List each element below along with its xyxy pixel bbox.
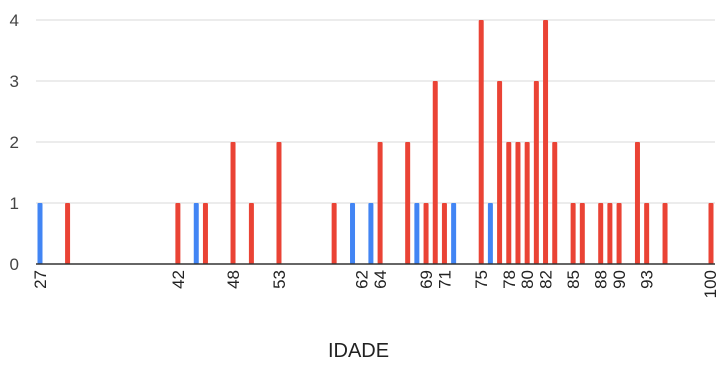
bar xyxy=(248,203,254,264)
bar xyxy=(487,203,493,264)
x-tick-label: 42 xyxy=(169,270,188,289)
x-tick-label: 88 xyxy=(592,270,611,289)
bar xyxy=(662,203,668,264)
bar xyxy=(579,203,585,264)
x-tick-label: 85 xyxy=(564,270,583,289)
bar xyxy=(432,81,438,264)
x-tick-label: 78 xyxy=(500,270,519,289)
x-tick-label: 27 xyxy=(31,270,50,289)
bar xyxy=(202,203,208,264)
y-tick-label: 1 xyxy=(10,194,19,213)
bar xyxy=(644,203,650,264)
y-tick-label: 4 xyxy=(10,11,19,30)
bar xyxy=(368,203,374,264)
bar xyxy=(405,142,411,264)
bar xyxy=(230,142,236,264)
bar xyxy=(423,203,429,264)
bar xyxy=(193,203,199,264)
y-tick-label: 2 xyxy=(10,133,19,152)
bar xyxy=(441,203,447,264)
bar xyxy=(497,81,503,264)
x-tick-label: 100 xyxy=(701,270,717,298)
bar xyxy=(524,142,530,264)
y-tick-label: 3 xyxy=(10,72,19,91)
bar xyxy=(616,203,622,264)
bar xyxy=(506,142,512,264)
x-tick-label: 64 xyxy=(371,270,390,289)
x-axis-title: IDADE xyxy=(327,340,390,362)
x-tick-label: 53 xyxy=(270,270,289,289)
bar xyxy=(543,20,549,264)
bar xyxy=(478,20,484,264)
bar xyxy=(414,203,420,264)
bar xyxy=(598,203,604,264)
bar xyxy=(607,203,613,264)
x-tick-label: 80 xyxy=(518,270,537,289)
x-tick-label: 90 xyxy=(610,270,629,289)
x-tick-label: 93 xyxy=(638,270,657,289)
bar xyxy=(65,203,71,264)
x-tick-label: 48 xyxy=(224,270,243,289)
bar xyxy=(451,203,457,264)
bar xyxy=(708,203,714,264)
y-tick-label: 0 xyxy=(10,255,19,274)
bar xyxy=(331,203,337,264)
bar xyxy=(377,142,383,264)
x-tick-label: 82 xyxy=(537,270,556,289)
x-tick-label: 62 xyxy=(353,270,372,289)
bar xyxy=(37,203,43,264)
bar xyxy=(515,142,521,264)
bar xyxy=(570,203,576,264)
bar xyxy=(533,81,539,264)
bar xyxy=(634,142,640,264)
x-tick-label: 71 xyxy=(435,270,454,289)
bar xyxy=(350,203,356,264)
x-tick-label: 75 xyxy=(472,270,491,289)
x-tick-label: 69 xyxy=(417,270,436,289)
bar xyxy=(276,142,282,264)
bar xyxy=(175,203,181,264)
bar xyxy=(552,142,558,264)
